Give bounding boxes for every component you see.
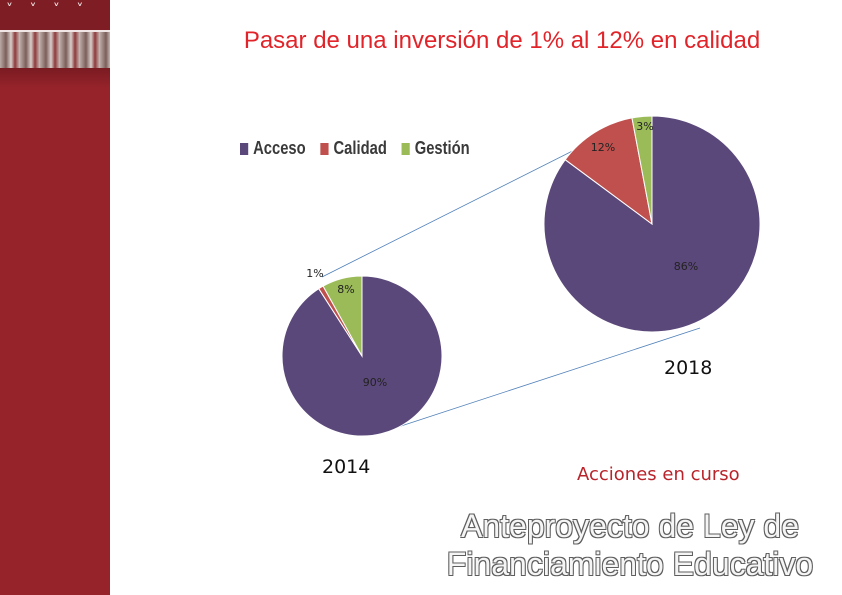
year-label-2014: 2014 xyxy=(322,456,371,478)
data-label-2014-acceso: 90% xyxy=(363,376,387,389)
footer-title: Anteproyecto de Ley de Financiamiento Ed… xyxy=(420,507,840,583)
legend-label-acceso: Acceso xyxy=(253,138,306,158)
legend-item-acceso: Acceso xyxy=(240,138,306,159)
year-label-2018: 2018 xyxy=(664,357,713,379)
pie-slice-2018-gestion xyxy=(631,115,653,225)
connector-line-bottom xyxy=(394,327,701,429)
legend-label-gestion: Gestión xyxy=(414,138,470,158)
sidebar-shade xyxy=(0,68,110,88)
data-label-2018-calidad: 12% xyxy=(591,141,615,154)
legend-swatch-calidad xyxy=(320,142,329,155)
footer-line-2: Financiamiento Educativo xyxy=(446,546,814,582)
legend-swatch-acceso xyxy=(240,142,249,155)
pie-2018: 86% 12% 3% xyxy=(543,115,761,333)
legend-label-calidad: Calidad xyxy=(333,138,387,158)
chart-legend: Acceso Calidad Gestión xyxy=(240,138,470,159)
data-label-2014-calidad: 1% xyxy=(306,267,323,280)
sidebar-header-strip: ˅ ˅ ˅ ˅ xyxy=(0,0,110,30)
data-label-2018-acceso: 86% xyxy=(674,260,698,273)
pie-2014: 90% 1% 8% xyxy=(281,267,443,437)
legend-swatch-gestion xyxy=(401,142,410,155)
pie-slice-2018-acceso xyxy=(543,115,761,333)
slide-title: Pasar de una inversión de 1% al 12% en c… xyxy=(243,27,761,54)
data-label-2014-gestion: 8% xyxy=(337,283,354,296)
footer-line-1: Anteproyecto de Ley de xyxy=(460,508,799,544)
data-label-2018-gestion: 3% xyxy=(636,120,653,133)
acciones-subtitle: Acciones en curso xyxy=(577,464,740,485)
sidebar-band: ˅ ˅ ˅ ˅ xyxy=(0,0,110,595)
birds-logo-icon: ˅ ˅ ˅ ˅ xyxy=(6,2,90,18)
legend-item-calidad: Calidad xyxy=(320,138,387,159)
legend-item-gestion: Gestión xyxy=(401,138,470,159)
pie-slice-2014-gestion xyxy=(322,275,363,358)
pie-slice-2018-calidad xyxy=(564,117,653,226)
